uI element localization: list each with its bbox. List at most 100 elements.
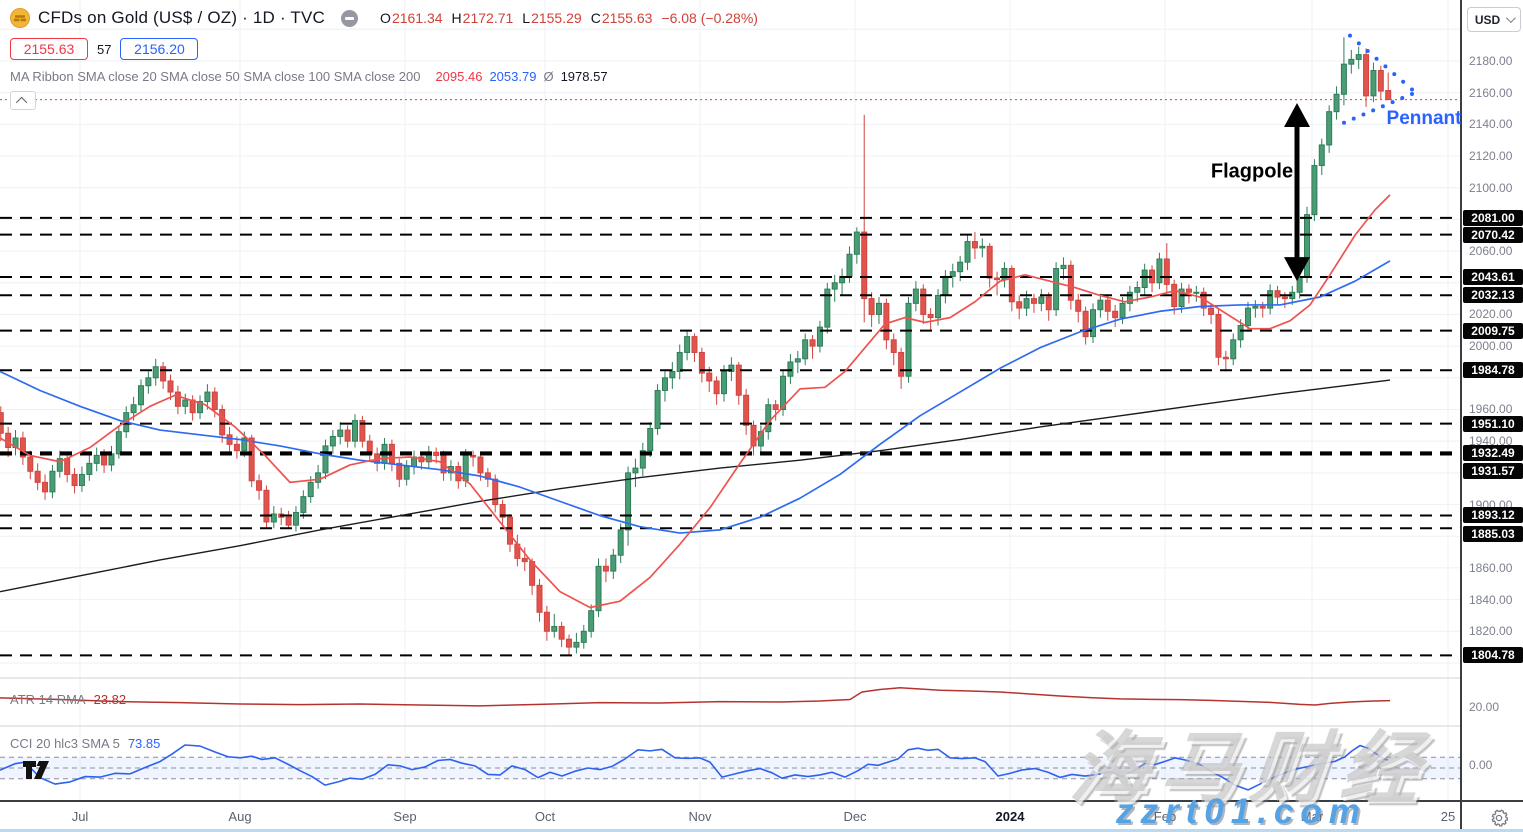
candle-body[interactable] — [794, 358, 801, 363]
candle-body[interactable] — [750, 424, 757, 447]
candle-body[interactable] — [344, 429, 351, 442]
candle-body[interactable] — [994, 277, 1001, 281]
candle-body[interactable] — [691, 336, 698, 353]
candle-body[interactable] — [905, 302, 912, 377]
candle-body[interactable] — [307, 481, 314, 498]
candle-body[interactable] — [145, 377, 152, 387]
candle-body[interactable] — [1370, 69, 1377, 97]
main-chart-canvas[interactable] — [0, 0, 1460, 800]
candle-body[interactable] — [484, 472, 491, 480]
candle-body[interactable] — [160, 366, 167, 382]
ask-button[interactable]: 2156.20 — [120, 38, 199, 60]
flagpole-arrow[interactable] — [1284, 102, 1310, 282]
candle-body[interactable] — [1185, 288, 1192, 293]
candle-body[interactable] — [816, 326, 823, 347]
candle-body[interactable] — [1119, 302, 1126, 319]
candle-body[interactable] — [757, 431, 764, 447]
candle-body[interactable] — [1333, 93, 1340, 113]
candle-body[interactable] — [248, 437, 255, 482]
candle-body[interactable] — [285, 516, 292, 526]
candle-body[interactable] — [765, 404, 772, 433]
candle-body[interactable] — [226, 434, 233, 445]
sma20-line[interactable] — [0, 194, 1391, 609]
candle-body[interactable] — [1141, 269, 1148, 289]
candle-body[interactable] — [935, 294, 942, 319]
candle-body[interactable] — [300, 496, 307, 513]
candle-body[interactable] — [19, 437, 26, 458]
candle-body[interactable] — [233, 443, 240, 452]
gear-icon[interactable] — [1490, 809, 1508, 827]
candle-body[interactable] — [1008, 268, 1015, 303]
candle-body[interactable] — [743, 394, 750, 426]
sma200-line[interactable] — [0, 379, 1391, 593]
candle-body[interactable] — [861, 231, 868, 300]
candle-body[interactable] — [536, 584, 543, 613]
flagpole-annotation-label[interactable]: Flagpole — [1210, 160, 1294, 183]
candle-body[interactable] — [506, 516, 513, 545]
candle-body[interactable] — [1259, 306, 1266, 309]
candle-body[interactable] — [654, 389, 661, 430]
candle-body[interactable] — [639, 450, 646, 469]
candle-body[interactable] — [1023, 298, 1030, 309]
candle-body[interactable] — [802, 339, 809, 360]
candle-body[interactable] — [521, 557, 528, 563]
candle-body[interactable] — [1340, 63, 1347, 95]
legend-collapse-button[interactable] — [10, 91, 36, 110]
tradingview-logo[interactable] — [22, 758, 54, 782]
cci-line[interactable] — [0, 744, 1389, 791]
candle-body[interactable] — [1208, 307, 1215, 315]
candle-body[interactable] — [566, 638, 573, 648]
candle-body[interactable] — [698, 351, 705, 374]
candle-body[interactable] — [1171, 283, 1178, 308]
candle-body[interactable] — [713, 380, 720, 395]
currency-selector[interactable]: USD — [1467, 7, 1521, 32]
candle-body[interactable] — [137, 385, 144, 406]
candle-body[interactable] — [964, 241, 971, 263]
candle-body[interactable] — [1016, 301, 1023, 309]
candle-body[interactable] — [543, 611, 550, 632]
symbol-title[interactable]: CFDs on Gold (US$ / OZ) · 1D · TVC — [38, 8, 326, 27]
candle-body[interactable] — [204, 391, 211, 403]
candle-body[interactable] — [551, 626, 558, 632]
candle-body[interactable] — [1296, 275, 1303, 293]
candle-body[interactable] — [492, 478, 499, 506]
candle-body[interactable] — [1060, 264, 1067, 270]
candle-body[interactable] — [920, 288, 927, 315]
candle-body[interactable] — [1163, 258, 1170, 285]
candle-body[interactable] — [824, 288, 831, 328]
time-axis[interactable]: Jul Aug Sep Oct Nov Dec 2024 Feb Mar 25 — [0, 800, 1460, 832]
candle-body[interactable] — [1326, 111, 1333, 146]
candle-body[interactable] — [1318, 144, 1325, 167]
candle-body[interactable] — [1104, 299, 1111, 312]
candle-body[interactable] — [1252, 306, 1259, 309]
candle-body[interactable] — [1082, 310, 1089, 338]
candle-body[interactable] — [470, 454, 477, 458]
candle-body[interactable] — [1230, 339, 1237, 360]
axis-settings-corner[interactable] — [1460, 800, 1523, 832]
candle-body[interactable] — [256, 480, 263, 491]
candle-body[interactable] — [1304, 214, 1311, 277]
candle-body[interactable] — [462, 454, 469, 482]
candle-body[interactable] — [270, 513, 277, 523]
candle-body[interactable] — [130, 404, 137, 414]
candle-body[interactable] — [71, 473, 78, 487]
pennant-annotation-label[interactable]: Pennant — [1386, 107, 1462, 129]
candle-body[interactable] — [1053, 268, 1060, 311]
sma50-line[interactable] — [0, 260, 1391, 534]
candle-body[interactable] — [728, 364, 735, 372]
candle-body[interactable] — [676, 351, 683, 372]
candle-body[interactable] — [49, 470, 56, 493]
candle-body[interactable] — [396, 462, 403, 480]
candle-body[interactable] — [632, 467, 639, 474]
candle-body[interactable] — [1030, 298, 1037, 304]
candle-body[interactable] — [853, 231, 860, 255]
candle-body[interactable] — [949, 271, 956, 277]
candle-body[interactable] — [602, 565, 609, 572]
snapshot-minus-icon[interactable] — [341, 9, 359, 27]
candle-body[interactable] — [1215, 313, 1222, 358]
candle-body[interactable] — [292, 511, 299, 526]
price-axis[interactable]: USD 2081.00 2070.42 2043.61 2032.13 2009.75 1… — [1460, 0, 1523, 800]
candle-body[interactable] — [647, 428, 654, 452]
candle-body[interactable] — [477, 456, 484, 474]
candle-body[interactable] — [42, 481, 49, 493]
